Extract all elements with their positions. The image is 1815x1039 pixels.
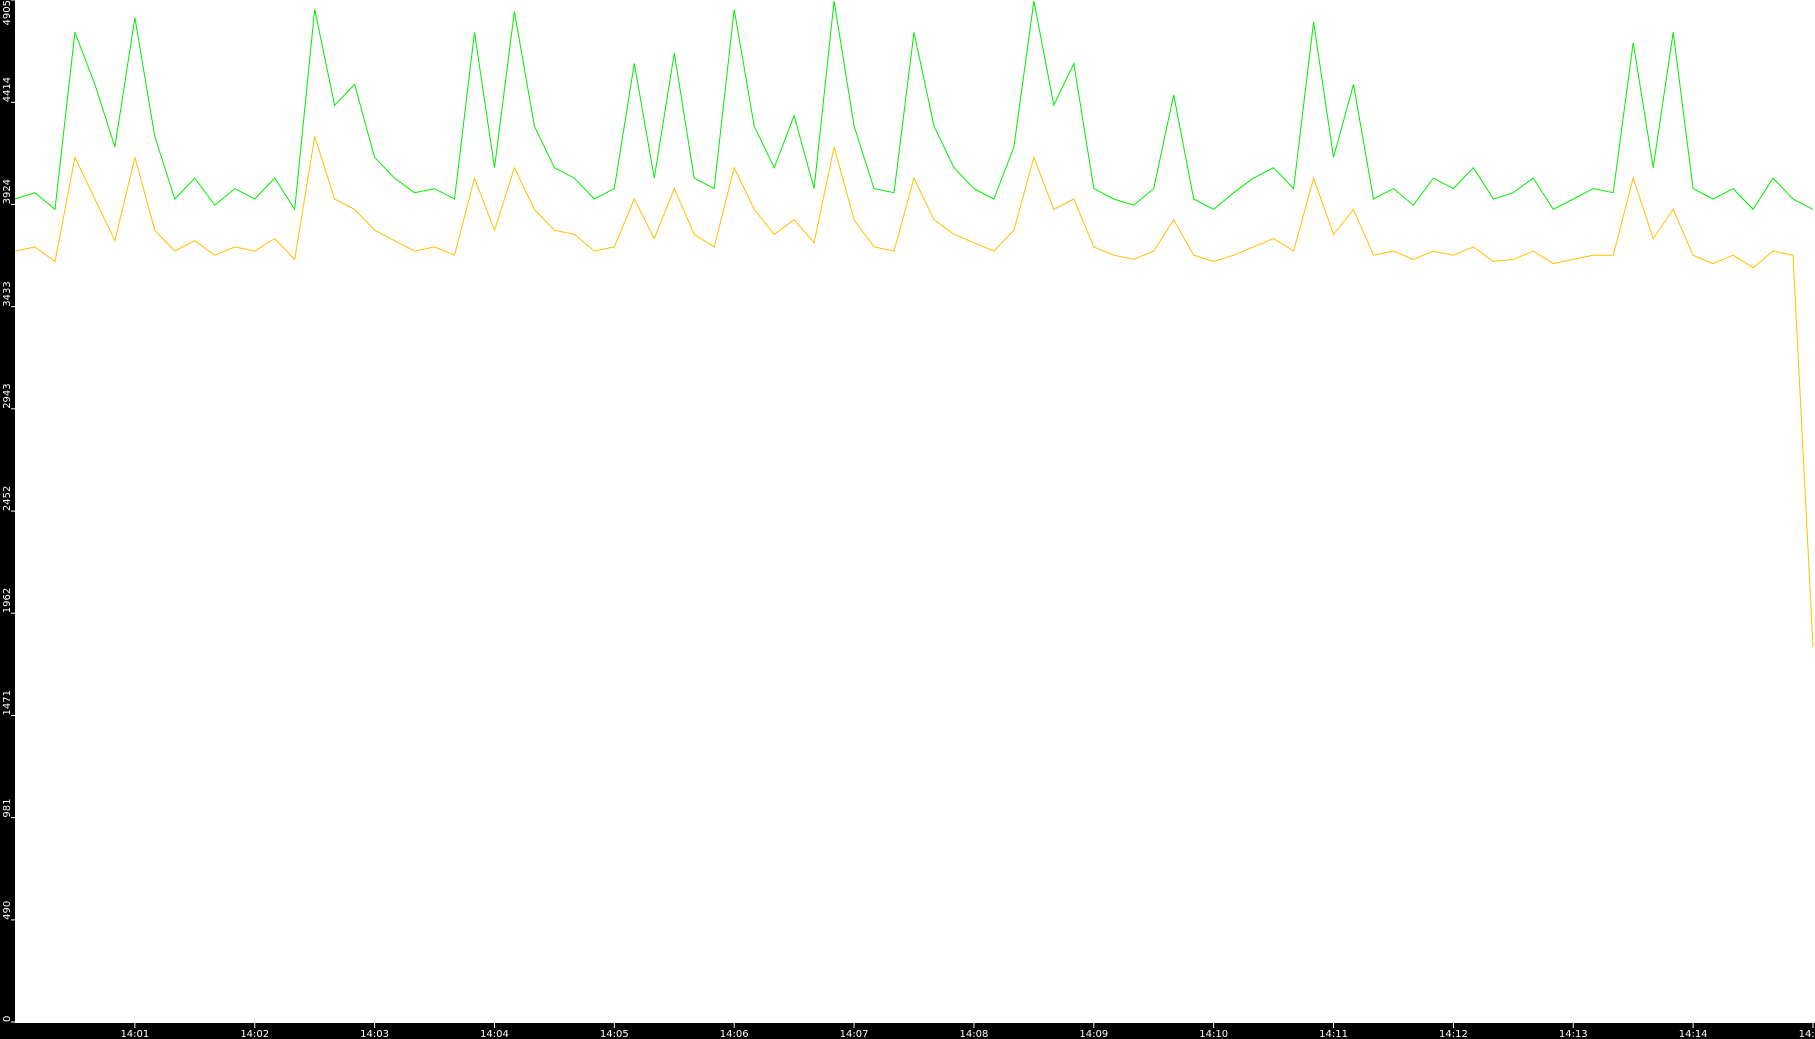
x-tick-label: 14:10 — [1199, 1029, 1228, 1039]
plot-area — [15, 0, 1815, 1022]
y-tick-label: 4414 — [2, 77, 13, 102]
x-tick-label: 14:05 — [600, 1029, 629, 1039]
x-tick-label: 14:04 — [480, 1029, 509, 1039]
y-axis: 0 490 981 1471 1962 2452 2943 3433 3924 4414 4905 — [2, 0, 15, 1023]
y-tick-label: 2943 — [2, 383, 13, 408]
x-tick-label: 14:02 — [240, 1029, 269, 1039]
x-tick-label: 14:12 — [1439, 1029, 1468, 1039]
y-tick-label: 981 — [2, 799, 13, 818]
x-tick-label: 14:01 — [120, 1029, 149, 1039]
x-tick-label: 14:03 — [360, 1029, 389, 1039]
y-axis-bar — [0, 0, 15, 1039]
y-tick-label: 0 — [2, 1016, 13, 1022]
series-line-1 — [14, 136, 1814, 648]
y-tick-label: 3433 — [2, 281, 13, 306]
series-line-0 — [14, 0, 1814, 211]
y-tick-label: 1471 — [2, 690, 13, 715]
y-tick-label: 1962 — [2, 588, 13, 613]
x-axis-bar — [0, 1022, 1815, 1039]
x-tick-label: 14:11 — [1319, 1029, 1348, 1039]
x-tick-label: 14:14 — [1679, 1029, 1708, 1039]
x-tick-label: 14:07 — [840, 1029, 869, 1039]
x-tick-label: 14:06 — [720, 1029, 749, 1039]
y-tick-label: 3924 — [2, 179, 13, 204]
x-tick-label: 14:08 — [960, 1029, 989, 1039]
y-tick-label: 490 — [2, 901, 13, 920]
x-tick-label: 14:09 — [1079, 1029, 1108, 1039]
x-axis: 14:01 14:02 14:03 14:04 14:05 14:06 14:07 14:08… — [120, 1023, 1815, 1039]
x-tick-label: 14:15 — [1799, 1029, 1815, 1039]
x-tick-label: 14:13 — [1559, 1029, 1588, 1039]
y-tick-label: 4905 — [2, 0, 13, 25]
y-tick-label: 2452 — [2, 486, 13, 511]
series-layer — [14, 0, 1814, 648]
